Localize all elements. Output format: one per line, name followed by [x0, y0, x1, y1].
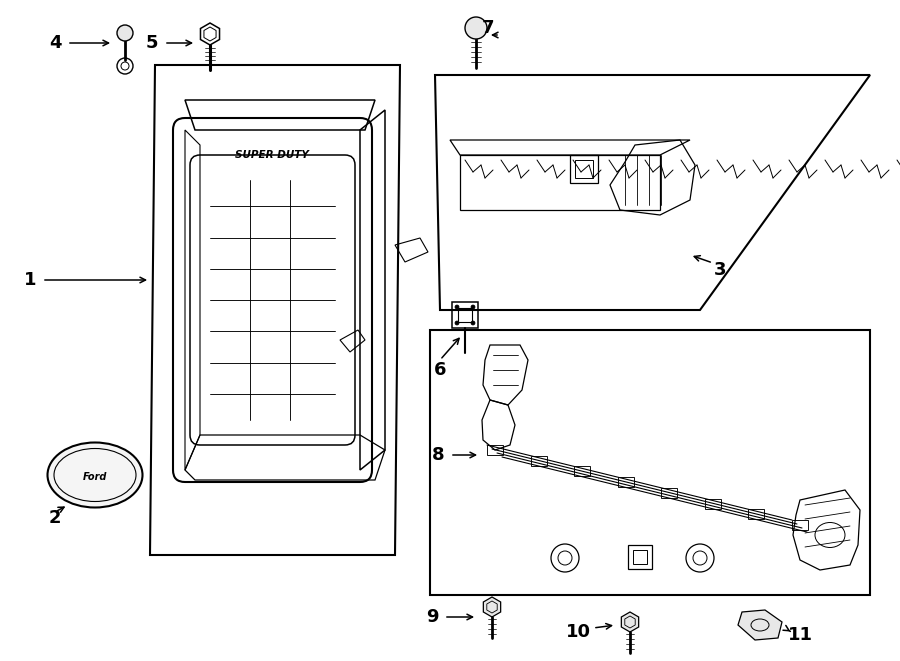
Bar: [458, 308, 472, 322]
Circle shape: [455, 305, 459, 309]
Circle shape: [471, 321, 475, 325]
Polygon shape: [621, 612, 639, 632]
Bar: [575, 160, 593, 178]
Text: 11: 11: [788, 626, 813, 644]
Polygon shape: [738, 610, 782, 640]
Text: SUPER DUTY: SUPER DUTY: [235, 150, 309, 160]
Bar: [628, 545, 652, 569]
Text: 7: 7: [482, 19, 494, 37]
Bar: [570, 155, 598, 183]
Circle shape: [471, 305, 475, 309]
Bar: [452, 302, 478, 328]
Text: 4: 4: [49, 34, 61, 52]
Circle shape: [117, 25, 133, 41]
Text: 10: 10: [565, 623, 590, 641]
Circle shape: [465, 17, 487, 39]
Text: 8: 8: [432, 446, 445, 464]
Circle shape: [455, 321, 459, 325]
Text: 5: 5: [146, 34, 158, 52]
Text: 3: 3: [714, 261, 726, 279]
Polygon shape: [483, 597, 500, 617]
Bar: [633, 550, 647, 564]
Text: 2: 2: [49, 509, 61, 527]
Text: Ford: Ford: [83, 472, 107, 482]
Text: 1: 1: [23, 271, 36, 289]
Text: 6: 6: [434, 361, 446, 379]
Text: 9: 9: [426, 608, 438, 626]
Ellipse shape: [48, 442, 142, 508]
